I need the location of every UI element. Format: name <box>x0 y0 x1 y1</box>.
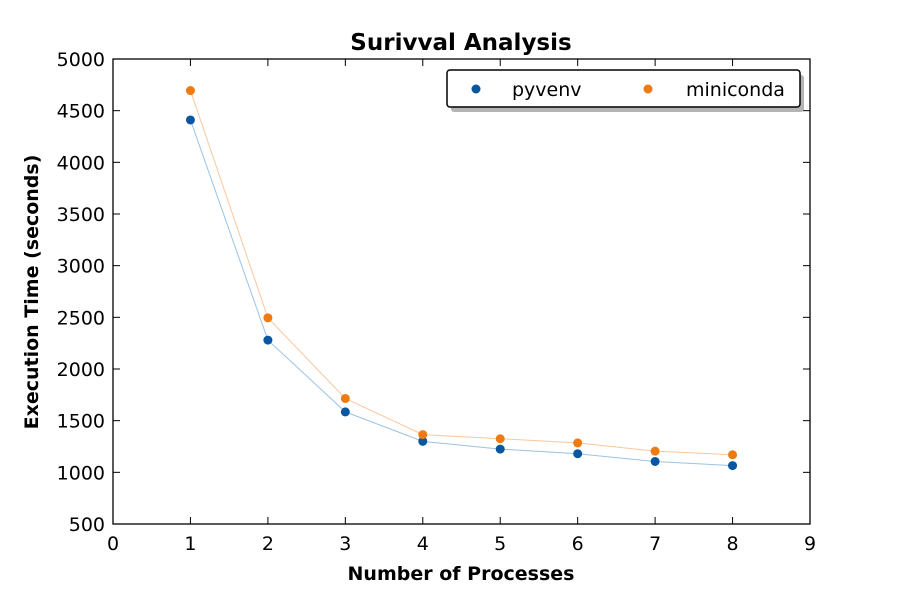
data-point-miniconda <box>728 450 738 460</box>
y-tick-label: 3000 <box>57 256 105 278</box>
legend-marker-miniconda <box>643 84 653 94</box>
ticks-layer: 0 1 2 3 4 5 6 7 8 9 500 1000 1500 2000 2500 3000 3500 400… <box>57 49 816 555</box>
data-point-pyvenv <box>340 407 350 417</box>
data-point-miniconda <box>263 313 273 323</box>
data-point-miniconda <box>495 434 505 444</box>
legend-box <box>446 69 801 108</box>
x-tick-label: 3 <box>339 533 351 555</box>
chart-title: Surivval Analysis <box>350 30 571 56</box>
data-point-pyvenv <box>650 456 660 466</box>
x-axis-label: Number of Processes <box>348 563 575 585</box>
data-point-miniconda <box>340 393 350 403</box>
series-layer <box>185 86 738 471</box>
x-tick-label: 2 <box>262 533 274 555</box>
legend-label-miniconda: miniconda <box>686 79 785 101</box>
data-point-miniconda <box>650 446 660 456</box>
y-tick-label: 3500 <box>57 204 105 226</box>
data-point-pyvenv <box>185 115 195 125</box>
y-tick-label: 4500 <box>57 101 105 123</box>
legend: pyvenv miniconda <box>446 69 804 112</box>
x-tick-label: 5 <box>494 533 506 555</box>
data-point-miniconda <box>418 430 428 440</box>
x-tick-label: 7 <box>649 533 661 555</box>
y-tick-label: 500 <box>69 514 105 536</box>
x-tick-label: 8 <box>727 533 739 555</box>
y-tick-label: 2500 <box>57 307 105 329</box>
x-tick-label: 6 <box>572 533 584 555</box>
y-tick-label: 4000 <box>57 152 105 174</box>
y-tick-label: 1000 <box>57 462 105 484</box>
data-point-pyvenv <box>418 436 428 446</box>
y-tick-label: 5000 <box>57 49 105 71</box>
x-tick-label: 4 <box>417 533 429 555</box>
y-tick-label: 2000 <box>57 359 105 381</box>
series-line-miniconda <box>189 90 733 456</box>
plot-area: 0 1 2 3 4 5 6 7 8 9 500 1000 1500 2000 2500 3000 3500 400… <box>57 49 816 555</box>
data-point-pyvenv <box>495 444 505 454</box>
data-point-pyvenv <box>573 449 583 459</box>
series-line-pyvenv <box>189 119 733 467</box>
legend-label-pyvenv: pyvenv <box>512 79 582 101</box>
plot-frame <box>112 58 811 525</box>
data-point-miniconda <box>185 86 195 96</box>
x-tick-label: 9 <box>804 533 816 555</box>
y-axis-label: Execution Time (seconds) <box>21 155 43 430</box>
x-tick-label: 0 <box>107 533 119 555</box>
data-point-pyvenv <box>263 335 273 345</box>
legend-marker-pyvenv <box>471 84 481 94</box>
data-point-pyvenv <box>728 461 738 471</box>
y-tick-label: 1500 <box>57 411 105 433</box>
data-point-miniconda <box>573 438 583 448</box>
x-tick-label: 1 <box>184 533 196 555</box>
